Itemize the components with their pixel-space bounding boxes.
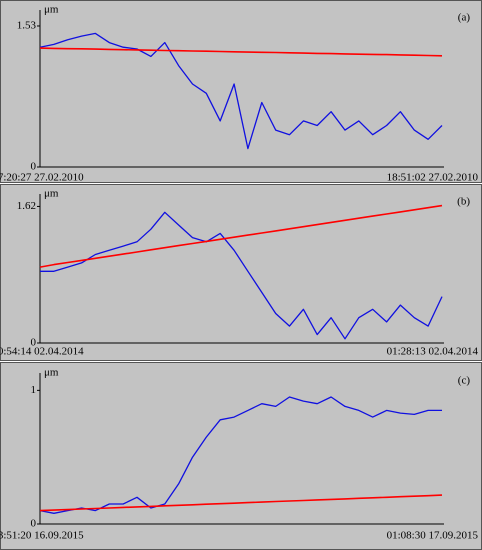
series-line [40,211,443,340]
y-tick-label: 0 [31,518,37,530]
x-tick-label: 01:28:13 02.04.2014 [387,346,479,358]
panel-label: (b) [457,196,470,208]
y-axis-label: μm [44,367,59,379]
x-tick-label: 17:20:27 27.02.2010 [0,172,84,184]
panel-frame [0,184,482,361]
series-line [39,32,443,150]
series-line [39,494,443,512]
y-tick-label: 1.53 [17,20,37,32]
panel-frame [0,362,482,550]
x-tick-label: 23:51:20 16.09.2015 [0,530,84,542]
x-tick-label: 18:51:02 27.02.2010 [387,172,479,184]
series-line [39,204,443,268]
panel-label: (c) [458,375,471,387]
y-tick-label: 0 [31,161,37,173]
y-tick-label: 1 [31,384,37,396]
x-tick-label: 00:54:14 02.04.2014 [0,346,84,358]
y-axis-label: μm [44,188,59,200]
panel-frame [0,0,482,183]
x-tick-label: 01:08:30 17.09.2015 [387,530,479,542]
series-line [39,47,443,57]
series-line [39,396,442,514]
y-axis-label: μm [44,4,59,16]
panel-label: (a) [458,12,471,24]
y-tick-label: 0 [31,337,37,349]
y-tick-label: 1.62 [17,200,36,212]
